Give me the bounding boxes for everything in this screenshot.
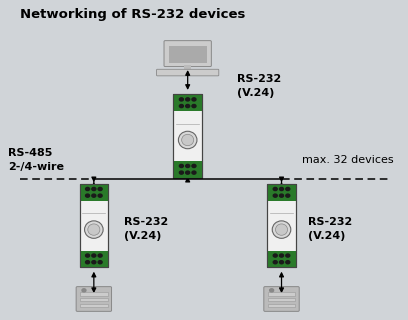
Circle shape (180, 98, 183, 101)
Bar (267, 184, 296, 267)
Circle shape (186, 98, 190, 101)
Ellipse shape (84, 221, 103, 238)
Circle shape (186, 105, 190, 108)
Ellipse shape (88, 224, 100, 235)
Circle shape (86, 254, 90, 257)
Ellipse shape (182, 134, 194, 146)
Circle shape (273, 188, 277, 191)
Text: max. 32 devices: max. 32 devices (302, 155, 394, 165)
FancyBboxPatch shape (164, 41, 211, 67)
Bar (267, 251, 296, 267)
Text: RS-232
(V.24): RS-232 (V.24) (124, 217, 169, 241)
Bar (173, 94, 202, 178)
Bar (80, 292, 108, 296)
Bar (268, 304, 295, 307)
Text: RS-232
(V.24): RS-232 (V.24) (308, 217, 352, 241)
Circle shape (273, 254, 277, 257)
Bar (80, 298, 108, 301)
Circle shape (192, 105, 196, 108)
Circle shape (192, 171, 196, 174)
Bar (173, 94, 202, 178)
Circle shape (92, 260, 96, 264)
Bar (169, 46, 206, 63)
Circle shape (92, 188, 96, 191)
FancyBboxPatch shape (76, 287, 111, 311)
Circle shape (98, 188, 102, 191)
Circle shape (192, 164, 196, 168)
Bar (268, 298, 295, 301)
Bar (80, 184, 108, 201)
Circle shape (186, 164, 190, 168)
Circle shape (98, 254, 102, 257)
Circle shape (86, 194, 90, 197)
Circle shape (273, 194, 277, 197)
Bar (267, 184, 296, 267)
Circle shape (180, 164, 183, 168)
Circle shape (279, 194, 284, 197)
Bar (80, 304, 108, 307)
Circle shape (92, 254, 96, 257)
Ellipse shape (178, 131, 197, 149)
Text: Networking of RS-232 devices: Networking of RS-232 devices (20, 8, 246, 21)
Circle shape (98, 260, 102, 264)
Circle shape (286, 260, 290, 264)
Bar (268, 292, 295, 296)
Bar (267, 184, 296, 201)
Bar (184, 65, 191, 70)
Circle shape (286, 188, 290, 191)
Circle shape (86, 188, 90, 191)
Bar (80, 251, 108, 267)
Bar (80, 184, 108, 267)
Circle shape (180, 171, 183, 174)
Circle shape (273, 260, 277, 264)
Circle shape (86, 260, 90, 264)
Circle shape (92, 194, 96, 197)
Circle shape (82, 289, 86, 292)
Ellipse shape (275, 224, 288, 235)
Circle shape (279, 254, 284, 257)
Circle shape (286, 254, 290, 257)
FancyBboxPatch shape (157, 69, 219, 76)
Circle shape (180, 105, 183, 108)
Ellipse shape (272, 221, 291, 238)
Circle shape (279, 260, 284, 264)
Bar (173, 161, 202, 178)
Circle shape (279, 188, 284, 191)
Circle shape (192, 98, 196, 101)
Circle shape (270, 289, 274, 292)
Circle shape (186, 171, 190, 174)
Text: RS-232
(V.24): RS-232 (V.24) (237, 74, 281, 99)
Text: RS-485
2-/4-wire: RS-485 2-/4-wire (8, 148, 64, 172)
Bar (80, 184, 108, 267)
Circle shape (98, 194, 102, 197)
Circle shape (286, 194, 290, 197)
FancyBboxPatch shape (264, 287, 299, 311)
Bar (173, 94, 202, 111)
